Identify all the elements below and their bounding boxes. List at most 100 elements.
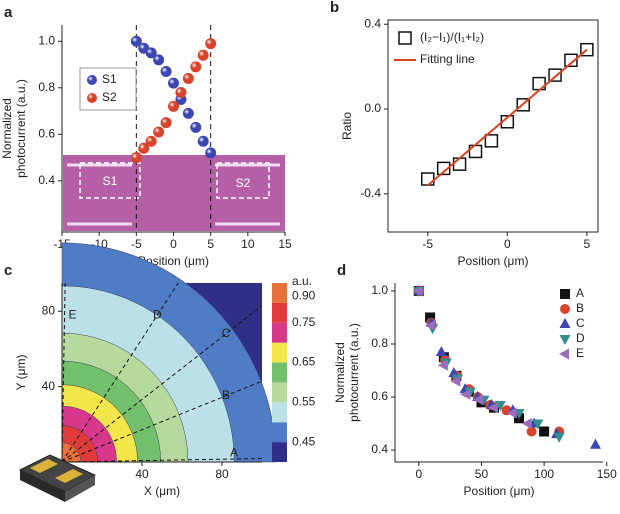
marker [153,54,165,66]
y-tick-label: 1.0 [371,283,388,297]
device-inset-electrode [30,459,58,473]
x-axis-label: Position (μm) [138,254,209,268]
x-tick-label: 10 [241,237,255,251]
panel-label: b [330,0,339,16]
marker [435,345,447,356]
marker [425,319,436,331]
marker [160,117,172,129]
x-tick-label: -5 [131,237,142,251]
marker [168,100,179,112]
axis-line [387,19,599,233]
x-tick-label: 150 [597,467,617,481]
y-axis-label: photocurrent (a.u.) [14,79,28,178]
x-tick-label: 80 [215,467,229,481]
colorbar-tick-label: 0.90 [292,288,316,302]
device-image [63,155,285,231]
y-tick-label: -0.4 [360,186,381,200]
legend-marker [398,31,412,45]
x-tick-label: 15 [278,237,292,251]
marker [190,121,202,133]
legend-label: C [576,316,585,330]
marker [589,438,601,449]
profile-line [61,305,263,463]
line-label: B [222,388,230,402]
colorbar-segment [272,382,287,403]
legend-marker [560,289,570,299]
electrode [67,163,280,226]
colorbar-segment [272,283,287,303]
legend-label: D [576,331,585,345]
colorbar-segment [272,362,287,383]
legend-marker [559,318,571,328]
colorbar-tick-label: 0.45 [292,434,316,448]
y-tick-label: 0.0 [364,101,381,115]
region-box [79,162,141,199]
marker [182,107,194,119]
x-tick-label: 5 [584,237,591,251]
marker [532,419,544,430]
legend-label: S2 [102,90,117,104]
y-tick-label: 0.8 [38,80,55,94]
legend-label: E [576,346,584,360]
y-tick-label: 0.4 [371,442,388,456]
y-tick-label: 0.4 [38,173,55,187]
fit-line [427,48,588,187]
legend-label: A [576,286,584,300]
marker [472,394,483,406]
marker [553,432,565,443]
marker [153,126,165,138]
marker [197,49,209,61]
marker [145,47,157,59]
marker [487,402,498,414]
marker [145,135,157,147]
x-tick-label: 40 [135,467,149,481]
colorbar-segment [272,322,287,343]
x-tick-label: 5 [207,237,214,251]
legend-marker [559,335,571,345]
y-axis-label: Normalized [333,342,347,403]
marker [521,418,532,430]
colorbar-tick-label: 0.55 [292,395,316,409]
colorbar-segment [272,422,287,443]
y-tick-label: 0.4 [364,16,381,30]
y-tick-label: 40 [42,379,56,393]
legend-label: B [576,301,584,315]
marker [516,98,530,112]
x-tick-label: -5 [422,237,433,251]
legend-marker [87,75,97,85]
legend-label: (I₂−I₁)/(I₁+I₂) [420,30,484,44]
marker [205,38,217,50]
device-inset-side [20,470,65,502]
y-tick-label: 1.0 [38,33,55,47]
marker [460,388,471,400]
x-tick-label: 50 [475,467,489,481]
colorbar-tick-label: 0.75 [292,315,316,329]
marker [437,359,448,371]
legend-label: S1 [102,72,117,86]
colorbar-tick-label: 0.65 [292,355,316,369]
marker [182,72,194,84]
y-tick-label: 0.8 [371,336,388,350]
colorbar-segment [272,342,287,363]
x-axis-label: Position (μm) [458,254,529,268]
marker [412,285,423,297]
x-tick-label: 0 [170,237,177,251]
marker [130,152,142,164]
profile-line [61,380,263,463]
x-tick-label: 0 [415,467,422,481]
marker [580,42,594,57]
legend-marker [87,93,97,103]
panel-label: c [4,262,12,279]
y-axis-label: Ratio [340,112,354,140]
line-label: D [153,307,162,321]
legend-box [79,67,137,111]
x-axis-label: X (μm) [144,484,180,498]
annotation: S1 [103,174,118,188]
y-axis-label: photocurrent (a.u.) [347,323,361,422]
y-tick-label: 80 [42,303,56,317]
marker [138,142,150,154]
device-inset-electrode [55,469,83,483]
marker [205,147,217,159]
axis-line [394,283,603,463]
